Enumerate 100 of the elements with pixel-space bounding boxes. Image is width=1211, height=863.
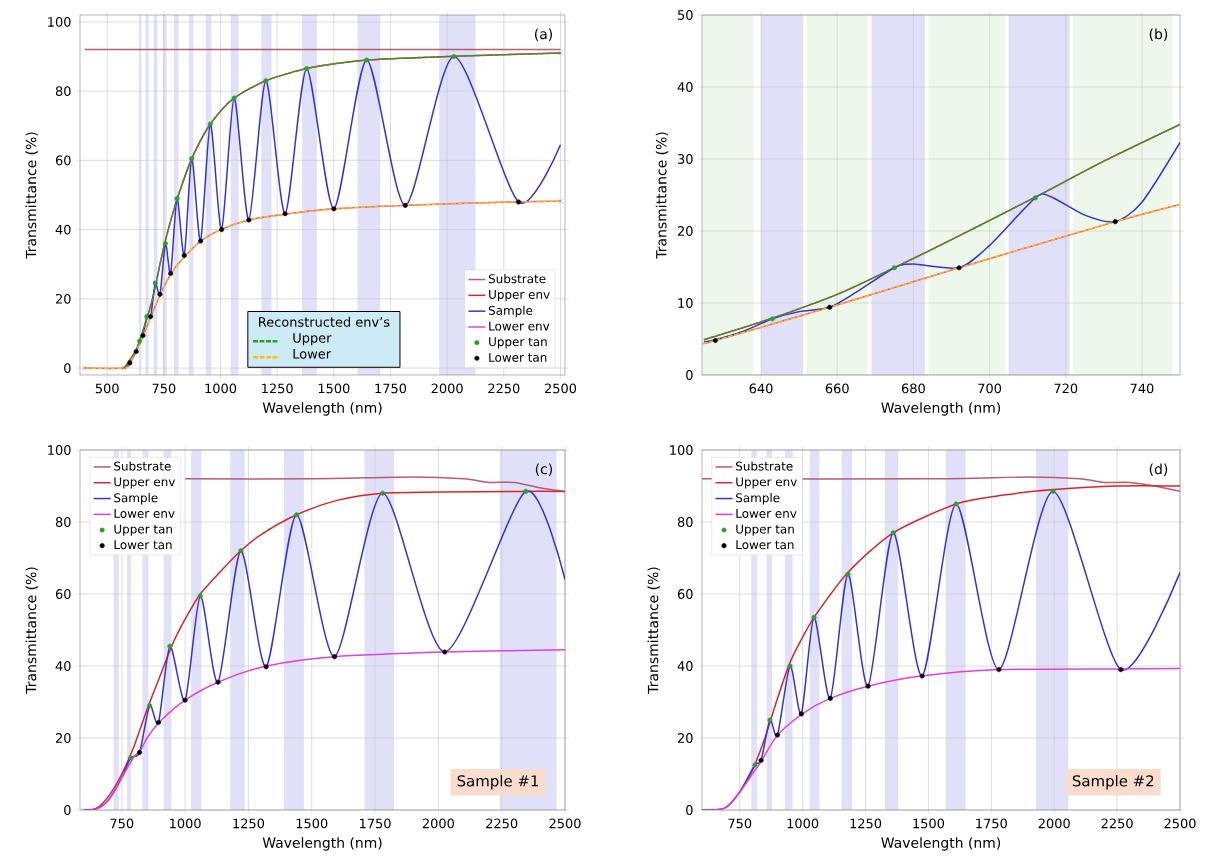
- point: [246, 217, 252, 223]
- y-tick-label: 40: [55, 661, 71, 671]
- x-tick-label: 750: [728, 818, 752, 829]
- x-tick-label: 1750: [360, 818, 391, 829]
- point: [215, 679, 221, 685]
- point: [332, 654, 338, 660]
- legend-label: Upper tan: [489, 337, 547, 349]
- point: [558, 50, 563, 56]
- y-tick-label: 40: [677, 82, 693, 92]
- x-tick-label: 640: [749, 383, 773, 394]
- x-tick-label: 2250: [1101, 818, 1133, 829]
- point: [767, 717, 773, 723]
- point: [953, 501, 959, 507]
- point: [144, 314, 150, 319]
- x-tick-label: 1250: [233, 818, 265, 829]
- x-tick-label: 1250: [850, 818, 882, 829]
- legend-label: Sample: [736, 493, 780, 505]
- y-tick-label: 20: [677, 226, 693, 236]
- annotation: Sample #1: [457, 774, 539, 790]
- y-tick-label: 80: [55, 517, 71, 527]
- y-axis-title: Transmittance (%): [655, 132, 669, 259]
- point: [231, 95, 237, 101]
- x-tick-label: 720: [1054, 383, 1078, 394]
- annotation: Sample #2: [1072, 774, 1154, 790]
- point: [1050, 488, 1056, 494]
- point: [137, 338, 143, 344]
- legend-label: Upper tan: [114, 524, 172, 536]
- y-axis-title: Transmittance (%): [647, 567, 660, 694]
- x-tick-label: 1000: [205, 383, 237, 394]
- point: [127, 360, 133, 366]
- x-tick-label: 660: [825, 383, 849, 394]
- x-axis-title: Wavelength (nm): [881, 402, 1001, 416]
- point: [207, 121, 213, 127]
- x-tick-label: 1500: [318, 383, 350, 394]
- point: [282, 211, 288, 217]
- x-tick-label: 500: [95, 383, 119, 394]
- annotation: (a): [534, 28, 553, 41]
- point: [1032, 195, 1038, 201]
- point: [137, 749, 143, 755]
- point: [891, 265, 897, 271]
- point: [263, 664, 269, 670]
- point: [197, 593, 203, 599]
- y-tick-label: 100: [670, 445, 693, 455]
- x-tick-label: 2000: [1038, 818, 1070, 829]
- annotation: (b): [1149, 28, 1168, 41]
- x-tick-label: 1250: [262, 383, 293, 394]
- y-tick-label: 30: [678, 154, 693, 164]
- legend-label: Upper env: [736, 477, 797, 489]
- legend-label: Lower tan: [114, 540, 172, 550]
- y-tick-label: 10: [678, 298, 693, 308]
- point: [758, 757, 764, 763]
- x-tick-label: 2250: [486, 818, 518, 829]
- point: [787, 663, 793, 669]
- x-tick-label: 2500: [549, 818, 581, 829]
- point: [263, 78, 269, 84]
- point: [219, 227, 225, 233]
- legend-label: Lower env: [114, 509, 175, 518]
- point: [147, 703, 153, 709]
- point: [304, 66, 310, 72]
- y-tick-label: 80: [55, 86, 71, 97]
- point: [140, 333, 146, 339]
- x-tick-label: 1750: [375, 383, 407, 394]
- point: [162, 240, 168, 246]
- y-tick-label: 0: [686, 805, 693, 815]
- point: [865, 683, 871, 689]
- y-tick-label: 0: [64, 805, 71, 815]
- x-axis-title: Wavelength (nm): [262, 402, 382, 416]
- x-tick-label: 2250: [488, 383, 520, 394]
- point: [798, 711, 804, 717]
- point: [845, 571, 851, 577]
- point: [890, 530, 896, 536]
- x-tick-label: 750: [152, 383, 176, 394]
- y-axis-title: Transmittance (%): [25, 132, 38, 259]
- point: [364, 57, 370, 63]
- point: [827, 304, 833, 310]
- x-axis-title: Wavelength (nm): [881, 837, 1001, 851]
- point: [148, 314, 154, 319]
- point: [516, 199, 522, 205]
- x-tick-label: 2500: [1164, 818, 1196, 829]
- point: [827, 695, 833, 701]
- legend-title: Reconstructed env’s: [259, 316, 390, 327]
- x-tick-label: 1500: [913, 818, 945, 829]
- point: [331, 206, 337, 212]
- legend-label: Lower env: [736, 509, 797, 518]
- point: [128, 755, 134, 761]
- x-tick-label: 700: [978, 383, 1002, 394]
- point: [121, 365, 127, 371]
- legend-label: Upper tan: [736, 524, 794, 536]
- legend-label: Sample: [114, 493, 158, 505]
- point: [523, 488, 529, 494]
- y-tick-label: 100: [48, 17, 71, 27]
- point: [189, 156, 195, 162]
- point: [774, 732, 780, 738]
- y-tick-label: 20: [55, 293, 71, 304]
- point: [156, 720, 161, 726]
- y-tick-label: 20: [677, 733, 693, 743]
- x-tick-label: 680: [901, 383, 925, 394]
- y-tick-label: 50: [678, 10, 693, 20]
- legend-label: Sample: [488, 305, 533, 318]
- y-tick-label: 20: [55, 733, 71, 743]
